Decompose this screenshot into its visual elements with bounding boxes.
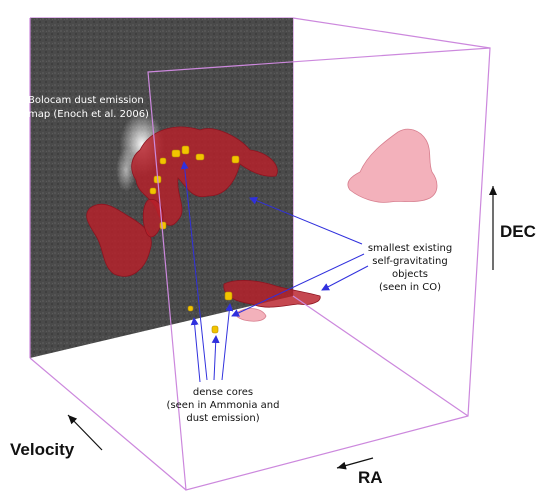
ra-arrow [336,457,374,470]
pointer-arrows-objects [231,196,369,317]
objects-label-line-3: objects [391,269,429,280]
objects-label-line-4: (seen in CO) [379,282,441,293]
dust-glow-secondary [116,148,136,192]
velocity-arrow [67,414,103,451]
axis-label-dec: DEC [500,222,536,241]
cores-label-line-2: (seen in Ammonia and [166,400,280,411]
cores-label-line-3: dust emission) [186,413,260,424]
axis-arrows [67,186,497,470]
box-front-edges [29,18,491,491]
axis-label-velocity: Velocity [10,440,75,459]
co-cloud-pink-tail [236,308,267,322]
objects-label-line-1: smallest existing [367,243,453,254]
cores-label-line-1: dense cores [192,387,254,398]
map-caption: Bolocam dust emission map (Enoch et al. … [28,94,178,122]
objects-label-line-2: self-gravitating [372,256,448,267]
map-caption-line-1: Bolocam dust emission [28,95,144,106]
co-cloud-pink [347,128,438,203]
pointer-arrows-cores [180,161,234,383]
cores-label: dense cores (seen in Ammonia and dust em… [158,386,288,425]
axis-label-ra: RA [358,468,383,487]
objects-label: smallest existing self-gravitating objec… [352,242,468,294]
map-caption-line-2: map (Enoch et al. 2006) [28,109,149,120]
co-cloud-main [86,126,321,308]
